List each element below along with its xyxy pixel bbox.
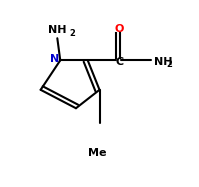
Text: Me: Me <box>88 148 107 158</box>
Text: N: N <box>50 54 59 64</box>
Text: NH: NH <box>154 57 173 67</box>
Text: O: O <box>114 24 124 34</box>
Text: 2: 2 <box>69 29 75 38</box>
Text: NH: NH <box>48 25 66 35</box>
Text: 2: 2 <box>166 60 172 69</box>
Text: C: C <box>115 57 123 67</box>
